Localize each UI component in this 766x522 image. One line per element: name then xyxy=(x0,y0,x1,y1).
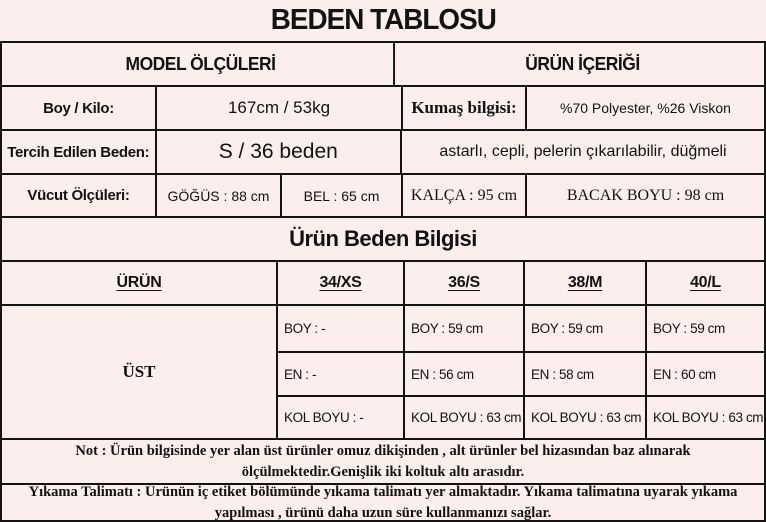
en-36s: EN : 56 cm xyxy=(405,353,525,395)
page-title: BEDEN TABLOSU xyxy=(270,4,496,36)
yikama-talimati-text: Yıkama Talimatı : Ürünün iç etiket bölüm… xyxy=(28,483,738,521)
en-40l: EN : 60 cm xyxy=(653,366,716,382)
size-values-grid: BOY : - BOY : 59 cm BOY : 59 cm BOY : 59… xyxy=(278,306,764,440)
size-section-title: Ürün Beden Bilgisi xyxy=(289,226,477,251)
model-table-header-row: MODEL ÖLÇÜLERİ ÜRÜN İÇERİĞİ xyxy=(2,43,764,87)
gogus-value: GÖĞÜS : 88 cm xyxy=(157,175,282,216)
yikama-row: Yıkama Talimatı : Ürünün iç etiket bölüm… xyxy=(2,483,764,522)
boy-40l: BOY : 59 cm xyxy=(653,321,725,336)
boy-34xs: BOY : - xyxy=(278,306,405,351)
tables-wrapper: MODEL ÖLÇÜLERİ ÜRÜN İÇERİĞİ Boy / Kilo: … xyxy=(0,43,766,522)
bacak-boyu-value: BACAK BOYU : 98 cm xyxy=(566,186,725,204)
boy-kilo-row: Boy / Kilo: 167cm / 53kg Kumaş bilgisi: … xyxy=(2,87,764,131)
kumas-bilgisi-value: %70 Polyester, %26 Viskon xyxy=(560,100,731,116)
en-38m: EN : 58 cm xyxy=(525,353,647,395)
kolboyu-36s: KOL BOYU : 63 cm xyxy=(405,397,525,438)
en-34xs: EN : - xyxy=(278,353,405,395)
kalca-value: KALÇA : 95 cm xyxy=(403,175,527,216)
not-text: Not : Ürün bilgisinde yer alan üst ürünl… xyxy=(75,442,691,480)
column-header-34xs: 34/XS xyxy=(278,262,405,304)
urun-icerik-detail: astarlı, cepli, pelerin çıkarılabilir, d… xyxy=(439,143,727,160)
column-header-38m: 38/M xyxy=(525,262,647,304)
tercih-beden-row: Tercih Edilen Beden: S / 36 beden astarl… xyxy=(2,131,764,175)
boy-38m: BOY : 59 cm xyxy=(525,306,647,351)
product-name-ust: ÜST xyxy=(2,306,278,440)
kolboyu-40l: KOL BOYU : 63 cm xyxy=(653,410,764,425)
size-section-title-row: Ürün Beden Bilgisi xyxy=(2,218,764,262)
urun-icerigi-header: ÜRÜN İÇERİĞİ xyxy=(525,53,640,74)
size-table-body: ÜST BOY : - BOY : 59 cm BOY : 59 cm BOY … xyxy=(2,306,764,440)
boy-36s: BOY : 59 cm xyxy=(405,306,525,351)
not-row: Not : Ürün bilgisinde yer alan üst ürünl… xyxy=(2,440,764,485)
bel-value: BEL : 65 cm xyxy=(282,175,403,216)
column-header-36s: 36/S xyxy=(405,262,525,304)
column-header-urun: ÜRÜN xyxy=(2,262,278,304)
tercih-beden-label: Tercih Edilen Beden: xyxy=(2,131,157,173)
kolboyu-34xs: KOL BOYU : - xyxy=(278,397,405,438)
kolboyu-38m: KOL BOYU : 63 cm xyxy=(525,397,647,438)
en-row: EN : - EN : 56 cm EN : 58 cm EN : 60 cm xyxy=(278,353,764,397)
model-olculeri-header: MODEL ÖLÇÜLERİ xyxy=(8,43,396,85)
tercih-beden-value: S / 36 beden xyxy=(157,131,402,173)
vucut-olculeri-label: Vücut Ölçüleri: xyxy=(2,175,157,216)
boy-kilo-value: 167cm / 53kg xyxy=(157,87,403,129)
boy-kilo-label: Boy / Kilo: xyxy=(2,87,157,129)
main-title-row: BEDEN TABLOSU xyxy=(0,0,766,43)
size-table-header-row: ÜRÜN 34/XS 36/S 38/M 40/L xyxy=(2,262,764,306)
kol-boyu-row: KOL BOYU : - KOL BOYU : 63 cm KOL BOYU :… xyxy=(278,397,764,440)
vucut-olculeri-row: Vücut Ölçüleri: GÖĞÜS : 88 cm BEL : 65 c… xyxy=(2,175,764,218)
column-header-40l: 40/L xyxy=(690,274,721,291)
boy-row: BOY : - BOY : 59 cm BOY : 59 cm BOY : 59… xyxy=(278,306,764,353)
kumas-bilgisi-label: Kumaş bilgisi: xyxy=(403,87,527,129)
